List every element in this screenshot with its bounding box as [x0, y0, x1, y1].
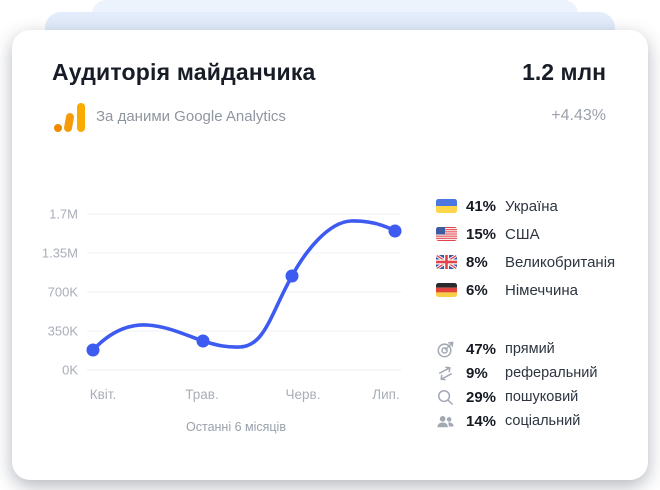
y-tick-label: 1.7M	[49, 206, 78, 222]
people-icon	[437, 415, 454, 427]
country-name: Україна	[505, 197, 558, 215]
chart-point-june[interactable]	[285, 269, 299, 283]
target-icon	[437, 341, 454, 357]
country-name: Великобританія	[505, 253, 616, 271]
ukraine-flag-icon	[436, 199, 457, 213]
google-analytics-icon	[54, 103, 86, 133]
data-source-label: За даними Google Analytics	[96, 108, 286, 125]
x-tick-label: Квіт.	[89, 387, 117, 402]
ga-icon-bar-tall	[77, 103, 85, 132]
y-tick-label: 1.35M	[41, 245, 78, 261]
list-item: 9% реферальний	[436, 363, 597, 383]
countries-list: 41% Україна	[436, 196, 615, 300]
source-name: реферальний	[505, 365, 598, 381]
country-percent: 6%	[466, 281, 488, 299]
gridlines	[87, 213, 401, 371]
country-percent: 15%	[466, 225, 497, 243]
list-item: 15% США	[436, 224, 615, 244]
chart-line	[91, 219, 397, 352]
y-tick-label: 700K	[47, 284, 78, 300]
list-item: 14% соціальний	[436, 411, 597, 431]
source-percent: 29%	[466, 388, 497, 406]
source-name: прямий	[505, 341, 555, 357]
y-axis: 1.7M 1.35M 700K 350K 0K	[34, 30, 78, 480]
source-name: пошуковий	[505, 389, 579, 405]
chart-caption: Останні 6 місяців	[186, 420, 286, 434]
germany-flag-icon	[436, 283, 457, 297]
chart-point-july[interactable]	[388, 224, 402, 238]
audience-total-value: 1.2 млн	[522, 59, 606, 85]
source-percent: 9%	[466, 364, 488, 382]
referral-arrows-icon	[439, 366, 452, 380]
change-percent: +4.43%	[551, 107, 606, 124]
source-name: соціальний	[505, 413, 581, 429]
x-tick-label: Черв.	[285, 387, 321, 402]
usa-flag-icon	[436, 227, 457, 241]
source-percent: 47%	[466, 340, 497, 358]
search-icon	[437, 389, 453, 405]
x-tick-label: Лип.	[372, 387, 400, 402]
source-percent: 14%	[466, 412, 497, 430]
list-item: 29% пошуковий	[436, 387, 597, 407]
y-tick-label: 0K	[62, 362, 78, 378]
ga-icon-dot	[54, 124, 62, 132]
audience-widget-card: Аудиторія майданчика 1.2 млн За даними G…	[12, 30, 648, 480]
audience-line-chart	[86, 213, 402, 371]
traffic-sources-list: 47% прямий 9% реферальний	[436, 339, 597, 431]
chart-point-april[interactable]	[86, 343, 100, 357]
country-percent: 8%	[466, 253, 488, 271]
list-item: 8% Великобританія	[436, 252, 615, 272]
country-name: Німеччина	[505, 281, 578, 299]
y-tick-label: 350K	[47, 323, 78, 339]
list-item: 41% Україна	[436, 196, 615, 216]
list-item: 47% прямий	[436, 339, 597, 359]
list-item: 6% Німеччина	[436, 280, 615, 300]
chart-point-may[interactable]	[196, 334, 210, 348]
country-name: США	[505, 225, 540, 243]
country-percent: 41%	[466, 197, 497, 215]
uk-flag-icon	[436, 255, 457, 269]
x-tick-label: Трав.	[185, 387, 219, 402]
page-title: Аудиторія майданчика	[52, 59, 316, 85]
